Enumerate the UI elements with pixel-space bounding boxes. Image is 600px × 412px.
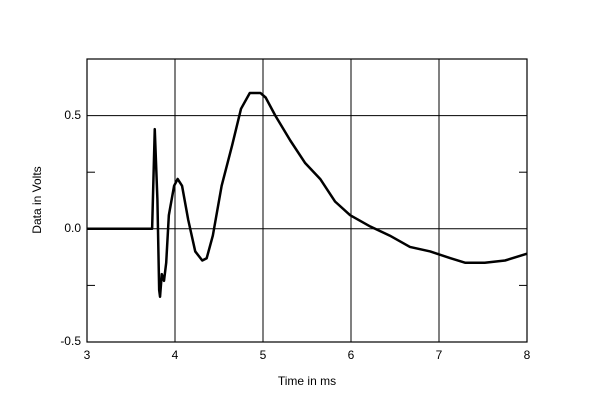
x-tick-label: 5 [260, 348, 267, 362]
x-axis-label: Time in ms [278, 374, 336, 388]
y-tick-label: 0.0 [64, 221, 81, 235]
x-tick-label: 3 [84, 348, 91, 362]
x-tick-label: 7 [436, 348, 443, 362]
data-line [87, 91, 528, 298]
y-tick-label: -0.5 [60, 334, 81, 348]
x-tick-label: 6 [348, 348, 355, 362]
y-tick-label: 0.5 [64, 108, 81, 122]
y-axis-label: Data in Volts [30, 166, 44, 233]
plot-frame [86, 58, 528, 343]
x-tick-label: 4 [172, 348, 179, 362]
x-tick-label: 8 [524, 348, 531, 362]
